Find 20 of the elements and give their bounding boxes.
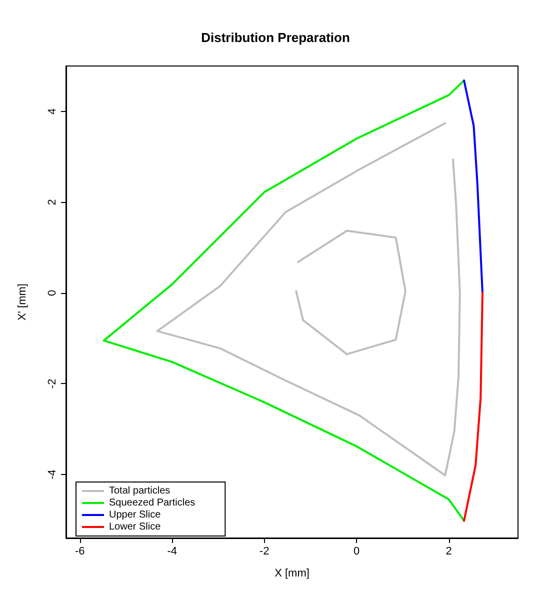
y-tick-label: 4 bbox=[46, 108, 58, 114]
line-series bbox=[463, 292, 484, 522]
x-axis-title: X [mm] bbox=[274, 568, 310, 580]
line-series bbox=[102, 80, 466, 522]
legend-label: Lower Slice bbox=[109, 522, 162, 532]
x-tick-label: -6 bbox=[74, 546, 85, 558]
x-tick-label: -4 bbox=[167, 546, 177, 558]
y-tick-label: -4 bbox=[46, 470, 58, 480]
y-axis-title: X' [mm] bbox=[16, 284, 28, 320]
x-tick-label: -2 bbox=[259, 546, 270, 558]
chart-title: Distribution Preparation bbox=[201, 30, 350, 45]
y-tick-label: 0 bbox=[46, 290, 58, 296]
x-tick-label: 2 bbox=[446, 546, 452, 558]
line-series bbox=[463, 80, 484, 294]
legend-label: Upper Slice bbox=[109, 510, 162, 520]
legend-label: Squeezed Particles bbox=[109, 498, 196, 508]
y-tick-label: 2 bbox=[46, 199, 58, 206]
x-tick-label: 0 bbox=[354, 546, 360, 558]
y-tick-label: -2 bbox=[46, 378, 58, 389]
legend-label: Total particles bbox=[109, 486, 170, 496]
